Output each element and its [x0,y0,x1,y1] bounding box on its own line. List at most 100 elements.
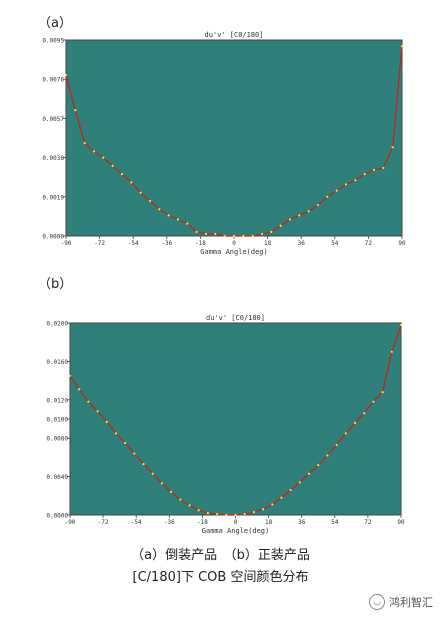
x-tick-label: 90 [397,519,405,526]
data-point [188,504,191,507]
x-tick-label: 36 [298,519,306,526]
x-axis-label: Gamma Angle(deg) [202,527,269,535]
chart-title: du'v' [C0/180] [204,31,263,39]
data-point [102,156,105,159]
y-tick-label: 0.0000 [42,234,64,241]
data-point [270,230,273,233]
data-point [382,166,385,170]
plot-area [69,322,402,516]
data-point [206,511,210,515]
x-tick-label: 54 [331,240,339,247]
x-axis-label: Gamma Angle(deg) [200,248,267,256]
data-point [148,199,152,203]
x-tick-label: -36 [161,240,172,247]
chart-title: du'v' [C0/180] [206,314,265,322]
y-tick-label: 0.0076 [42,77,64,84]
data-point [68,374,72,377]
data-point [105,420,108,423]
caption-line-1: （a）倒装产品 （b）正装产品 [131,548,310,563]
x-tick-label: 90 [398,240,406,247]
data-point [400,45,404,48]
data-point [252,511,255,514]
data-point [251,234,254,238]
data-point [170,490,173,494]
x-tick-label: 0 [234,519,238,526]
data-point [111,164,114,167]
data-point [363,173,366,176]
data-point [232,234,236,238]
x-tick-label: -72 [94,240,105,247]
x-tick-label: -54 [128,240,139,247]
x-tick-label: -72 [98,519,109,526]
data-point [307,210,310,213]
data-point [326,454,329,457]
data-point [78,388,81,391]
x-tick-label: 18 [265,519,273,526]
data-point [74,109,77,112]
data-point [133,452,136,455]
data-point [390,350,393,353]
watermark: ◡ 鸿利智汇 [369,594,433,610]
data-point [399,323,403,327]
data-point [363,412,366,415]
y-tick-label: 0.0120 [46,397,68,404]
y-tick-label: 0.0160 [46,359,68,366]
data-point [197,509,200,512]
y-tick-label: 0.0100 [46,417,68,424]
data-point [139,191,142,194]
x-tick-label: 72 [364,519,372,526]
data-point [186,222,189,225]
data-point [288,218,292,221]
panel-label-b: （b） [38,277,73,292]
data-point [96,410,99,413]
data-point [326,195,329,198]
x-tick-label: 36 [298,240,306,247]
y-tick-label: 0.0057 [42,116,64,123]
data-point [114,432,118,435]
data-point [120,173,124,176]
data-point [216,512,219,516]
data-point [335,443,338,447]
data-point [176,218,180,221]
data-point [391,146,394,149]
y-tick-label: 0.0019 [42,194,64,201]
x-tick-label: -36 [164,519,175,526]
data-point [381,391,384,394]
data-point [160,482,164,485]
caption-line-2: [C/180]下 COB 空间颜色分布 [132,570,309,585]
data-point [279,224,282,227]
data-point [261,508,265,511]
data-point [167,214,170,217]
x-tick-label: -54 [131,519,142,526]
data-point [353,421,357,424]
plot-area [65,39,403,237]
y-tick-label: 0.0000 [46,513,68,520]
data-point [130,181,133,184]
y-tick-label: 0.0080 [46,436,68,443]
data-point [124,441,127,445]
data-point [307,472,311,475]
data-point [204,232,208,236]
x-tick-label: 72 [365,240,373,247]
data-point [158,208,161,211]
data-point [195,230,198,233]
data-point [260,232,264,236]
data-point [223,234,226,238]
data-point [354,179,357,182]
data-point [344,183,348,186]
data-point [234,513,237,517]
panel-label-a: （a） [38,16,72,31]
x-tick-label: -90 [65,519,76,526]
data-point [372,168,376,172]
data-point [335,189,338,192]
x-tick-label: -18 [195,240,206,247]
data-point [298,481,301,484]
data-point [87,400,90,403]
y-tick-label: 0.0038 [42,155,64,162]
data-point [280,496,283,499]
data-point [289,488,292,492]
x-tick-label: 18 [264,240,272,247]
data-point [243,512,246,516]
